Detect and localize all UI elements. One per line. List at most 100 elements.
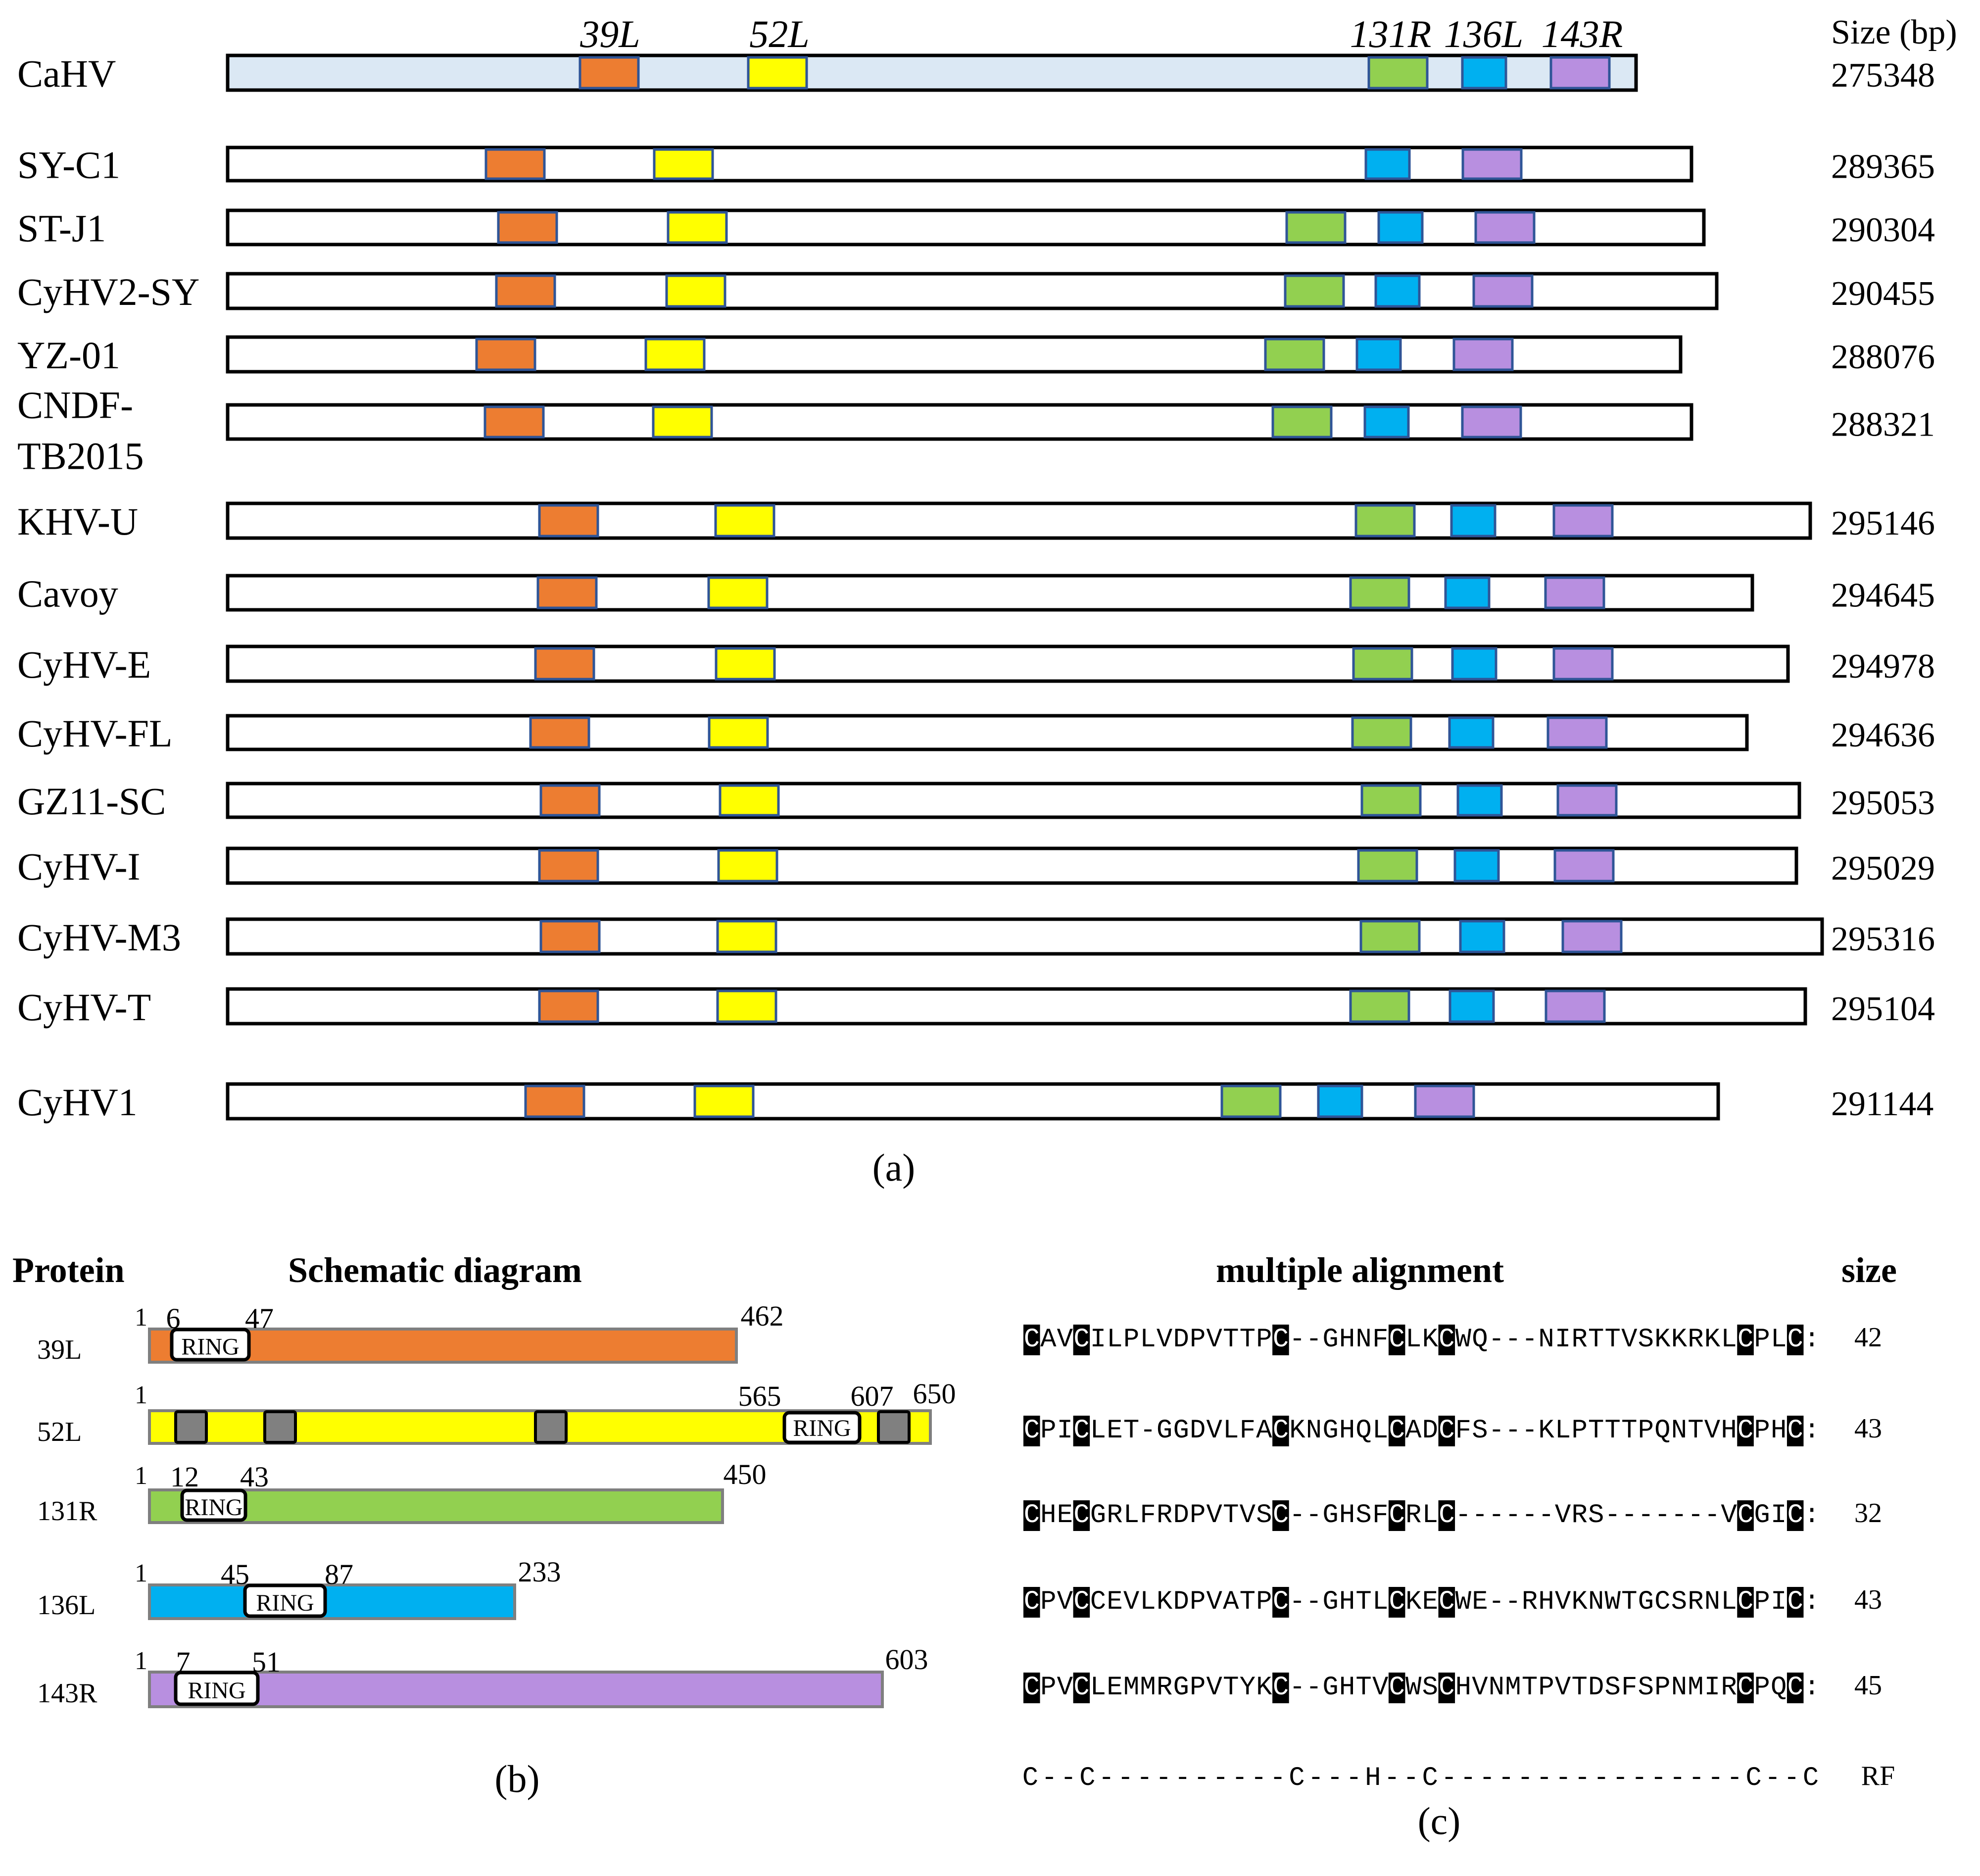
alignment-residue: N: [1671, 1673, 1687, 1703]
genome-name: CyHV-T: [17, 986, 151, 1029]
alignment-residue: K: [1256, 1673, 1272, 1703]
ring-domain: [174, 1671, 260, 1706]
gene-box-39L: [524, 1085, 585, 1118]
alignment-size: 43: [1854, 1413, 1882, 1444]
alignment-size: 42: [1854, 1322, 1882, 1353]
consensus-residue: -: [1441, 1763, 1457, 1793]
consensus-residue: -: [1517, 1763, 1533, 1793]
alignment-residue: :: [1804, 1325, 1820, 1355]
conserved-residue-highlight: [1388, 1325, 1405, 1355]
consensus-residue: -: [1479, 1763, 1495, 1793]
alignment-residue: S: [1256, 1500, 1272, 1530]
alignment-residue: A: [1040, 1325, 1057, 1355]
alignment-residue: -: [1489, 1500, 1504, 1530]
alignment-residue: E: [1422, 1587, 1438, 1617]
gene-box-143R: [1461, 405, 1522, 439]
alignment-residue: G: [1754, 1500, 1770, 1530]
gene-box-52L: [716, 989, 777, 1023]
alignment-residue: E: [1107, 1587, 1122, 1617]
alignment-residue: G: [1173, 1673, 1189, 1703]
gene-box-39L: [529, 716, 590, 749]
genome-size: 295053: [1831, 784, 1935, 822]
alignment-residue: K: [1405, 1587, 1422, 1617]
alignment-residue: N: [1671, 1416, 1687, 1446]
gene-box-52L: [644, 338, 706, 371]
gene-box-143R: [1546, 716, 1608, 749]
alignment-residue: -: [1140, 1416, 1156, 1446]
genome-bar: [226, 403, 1693, 441]
genome-name: SY-C1: [17, 144, 120, 187]
genome-size: 291144: [1831, 1085, 1933, 1123]
alignment-residue: M: [1123, 1673, 1139, 1703]
gene-box-131R: [1285, 211, 1347, 244]
alignment-residue: P: [1190, 1587, 1206, 1617]
genome-bar: [226, 714, 1749, 751]
panel-a-caption: (a): [872, 1146, 916, 1189]
alignment-residue: G: [1322, 1500, 1338, 1530]
alignment-residue: R: [1157, 1673, 1172, 1703]
alignment-residue: C: [1439, 1673, 1454, 1703]
consensus-residue: -: [1251, 1763, 1266, 1793]
ring-end-pos: 43: [240, 1461, 269, 1493]
conserved-residue-highlight: [1272, 1416, 1289, 1446]
genome-size: 294636: [1831, 716, 1935, 754]
alignment-residue: E: [1057, 1500, 1073, 1530]
gene-box-131R: [1360, 784, 1422, 817]
ring-domain: [180, 1488, 247, 1522]
consensus-residue: C: [1745, 1763, 1761, 1793]
genome-size: 288321: [1831, 406, 1935, 444]
header-alignment: multiple alignment: [1216, 1250, 1504, 1290]
alignment-residue: N: [1538, 1325, 1554, 1355]
gene-box-143R: [1461, 148, 1523, 180]
consensus-residue: -: [1384, 1763, 1400, 1793]
alignment-residue: C: [1273, 1673, 1289, 1703]
alignment-residue: V: [1207, 1416, 1223, 1446]
alignment-residue: C: [1787, 1673, 1803, 1703]
alignment-residue: V: [1555, 1587, 1571, 1617]
alignment-residue: T: [1223, 1325, 1239, 1355]
alignment-residue: C: [1738, 1500, 1753, 1530]
alignment-residue: F: [1240, 1416, 1256, 1446]
domain-box: [877, 1410, 911, 1444]
gene-box-52L: [707, 576, 769, 609]
alignment-residue: I: [1771, 1587, 1787, 1617]
alignment-residue: P: [1538, 1673, 1554, 1703]
alignment-residue: -: [1489, 1325, 1504, 1355]
alignment-residue: T: [1522, 1673, 1538, 1703]
consensus-residue: -: [1498, 1763, 1514, 1793]
alignment-residue: G: [1638, 1587, 1654, 1617]
alignment-residue: C: [1787, 1416, 1803, 1446]
consensus-residue: -: [1194, 1763, 1209, 1793]
conserved-residue-highlight: [1073, 1500, 1090, 1531]
alignment-residue: T: [1621, 1587, 1637, 1617]
consensus-residue: -: [1175, 1763, 1191, 1793]
gene-box-131R: [1220, 1085, 1282, 1118]
alignment-residue: N: [1704, 1587, 1720, 1617]
genome-bar: [226, 501, 1812, 540]
alignment-residue: -: [1638, 1500, 1654, 1530]
alignment-residue: P: [1190, 1500, 1206, 1530]
alignment-residue: L: [1107, 1325, 1122, 1355]
alignment-residue: C: [1273, 1416, 1289, 1446]
alignment-residue: -: [1522, 1416, 1538, 1446]
alignment-residue: K: [1571, 1587, 1588, 1617]
consensus-residue: -: [1765, 1763, 1781, 1793]
genome-name: CyHV2-SY: [17, 270, 199, 313]
alignment-residue: I: [1057, 1416, 1073, 1446]
gene-box-136L: [1450, 504, 1497, 538]
alignment-residue: M: [1688, 1673, 1703, 1703]
consensus-residue: -: [1650, 1763, 1666, 1793]
alignment-residue: Q: [1654, 1416, 1670, 1446]
alignment-residue: T: [1588, 1416, 1604, 1446]
alignment-residue: L: [1123, 1500, 1139, 1530]
alignment-residue: H: [1339, 1673, 1355, 1703]
conserved-residue-highlight: [1272, 1673, 1289, 1703]
alignment-residue: V: [1240, 1500, 1256, 1530]
alignment-residue: -: [1306, 1500, 1322, 1530]
ring-domain: [243, 1583, 327, 1618]
alignment-residue: P: [1754, 1587, 1770, 1617]
consensus-residue: -: [1727, 1763, 1742, 1793]
conserved-residue-highlight: [1737, 1587, 1754, 1618]
alignment-residue: H: [1455, 1673, 1471, 1703]
alignment-residue: N: [1588, 1587, 1604, 1617]
